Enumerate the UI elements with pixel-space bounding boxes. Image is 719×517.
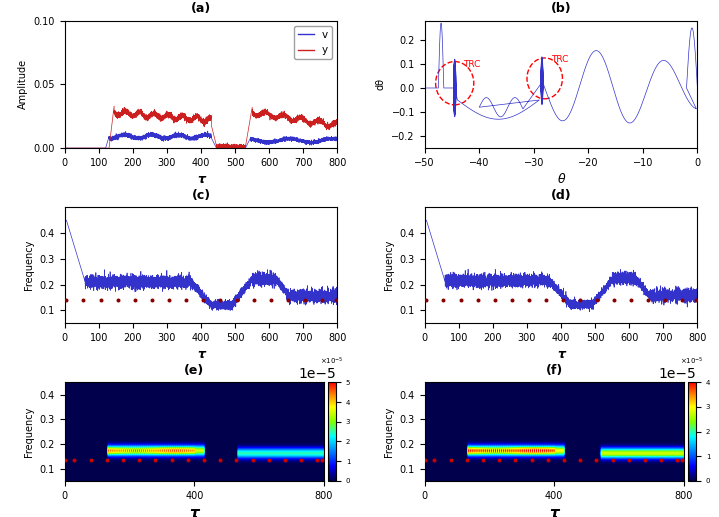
- Point: [265, 296, 277, 305]
- Title: (f): (f): [546, 364, 563, 377]
- Point: [420, 456, 431, 464]
- Y-axis label: Frequency: Frequency: [384, 406, 394, 457]
- Point: [263, 456, 275, 464]
- Point: [626, 296, 637, 305]
- Point: [590, 456, 602, 464]
- Point: [591, 296, 603, 305]
- Point: [150, 456, 161, 464]
- Point: [117, 456, 129, 464]
- Point: [656, 456, 667, 464]
- Point: [639, 456, 651, 464]
- Y-axis label: Amplitude: Amplitude: [18, 59, 28, 110]
- Text: TRC: TRC: [551, 55, 569, 64]
- Y-axis label: dθ: dθ: [376, 79, 386, 90]
- Text: TRC: TRC: [463, 60, 480, 69]
- Point: [677, 456, 688, 464]
- Point: [558, 456, 569, 464]
- Point: [163, 296, 175, 305]
- Point: [574, 456, 586, 464]
- Point: [506, 296, 518, 305]
- Point: [198, 456, 210, 464]
- Point: [129, 296, 140, 305]
- Point: [493, 456, 505, 464]
- Point: [180, 296, 191, 305]
- Y-axis label: Frequency: Frequency: [24, 406, 34, 457]
- Point: [279, 456, 290, 464]
- Title: $\times10^{-5}$: $\times10^{-5}$: [680, 356, 704, 367]
- Title: (a): (a): [191, 3, 211, 16]
- Point: [316, 456, 328, 464]
- Point: [445, 456, 457, 464]
- Point: [454, 296, 466, 305]
- Point: [60, 456, 71, 464]
- Point: [330, 296, 342, 305]
- Point: [95, 296, 106, 305]
- Point: [85, 456, 96, 464]
- Point: [214, 296, 226, 305]
- Point: [690, 296, 702, 305]
- Point: [429, 456, 440, 464]
- Point: [311, 456, 323, 464]
- Title: (e): (e): [184, 364, 204, 377]
- Point: [146, 296, 157, 305]
- Point: [78, 296, 89, 305]
- Point: [182, 456, 193, 464]
- X-axis label: τ: τ: [549, 506, 559, 517]
- Point: [574, 296, 585, 305]
- Point: [608, 296, 620, 305]
- Point: [659, 296, 671, 305]
- X-axis label: τ: τ: [197, 348, 205, 361]
- Title: $\times10^{-5}$: $\times10^{-5}$: [320, 356, 344, 367]
- Legend: v, y: v, y: [294, 26, 332, 59]
- Point: [523, 296, 534, 305]
- Point: [283, 296, 294, 305]
- Point: [214, 456, 226, 464]
- Point: [438, 296, 449, 305]
- Point: [642, 296, 654, 305]
- Y-axis label: Frequency: Frequency: [24, 240, 34, 291]
- Point: [623, 456, 634, 464]
- Point: [526, 456, 537, 464]
- Point: [231, 456, 242, 464]
- Point: [461, 456, 472, 464]
- Point: [299, 296, 311, 305]
- Point: [60, 296, 72, 305]
- Point: [316, 296, 328, 305]
- Point: [472, 296, 483, 305]
- Point: [672, 456, 683, 464]
- Point: [421, 296, 432, 305]
- Title: (c): (c): [191, 189, 211, 202]
- Title: (d): (d): [551, 189, 572, 202]
- Y-axis label: Frequency: Frequency: [384, 240, 394, 291]
- X-axis label: τ: τ: [197, 173, 205, 186]
- Point: [248, 296, 260, 305]
- Point: [489, 296, 500, 305]
- Point: [101, 456, 113, 464]
- Point: [166, 456, 178, 464]
- Point: [542, 456, 554, 464]
- Point: [677, 296, 688, 305]
- Point: [69, 456, 81, 464]
- Point: [296, 456, 307, 464]
- Point: [540, 296, 551, 305]
- Point: [607, 456, 618, 464]
- Point: [134, 456, 145, 464]
- Point: [111, 296, 123, 305]
- Point: [510, 456, 521, 464]
- Point: [231, 296, 242, 305]
- Point: [477, 456, 489, 464]
- Point: [557, 296, 569, 305]
- Title: (b): (b): [551, 3, 572, 16]
- X-axis label: τ: τ: [557, 348, 565, 361]
- Point: [197, 296, 209, 305]
- X-axis label: θ: θ: [557, 173, 565, 186]
- X-axis label: τ: τ: [189, 506, 199, 517]
- Point: [247, 456, 258, 464]
